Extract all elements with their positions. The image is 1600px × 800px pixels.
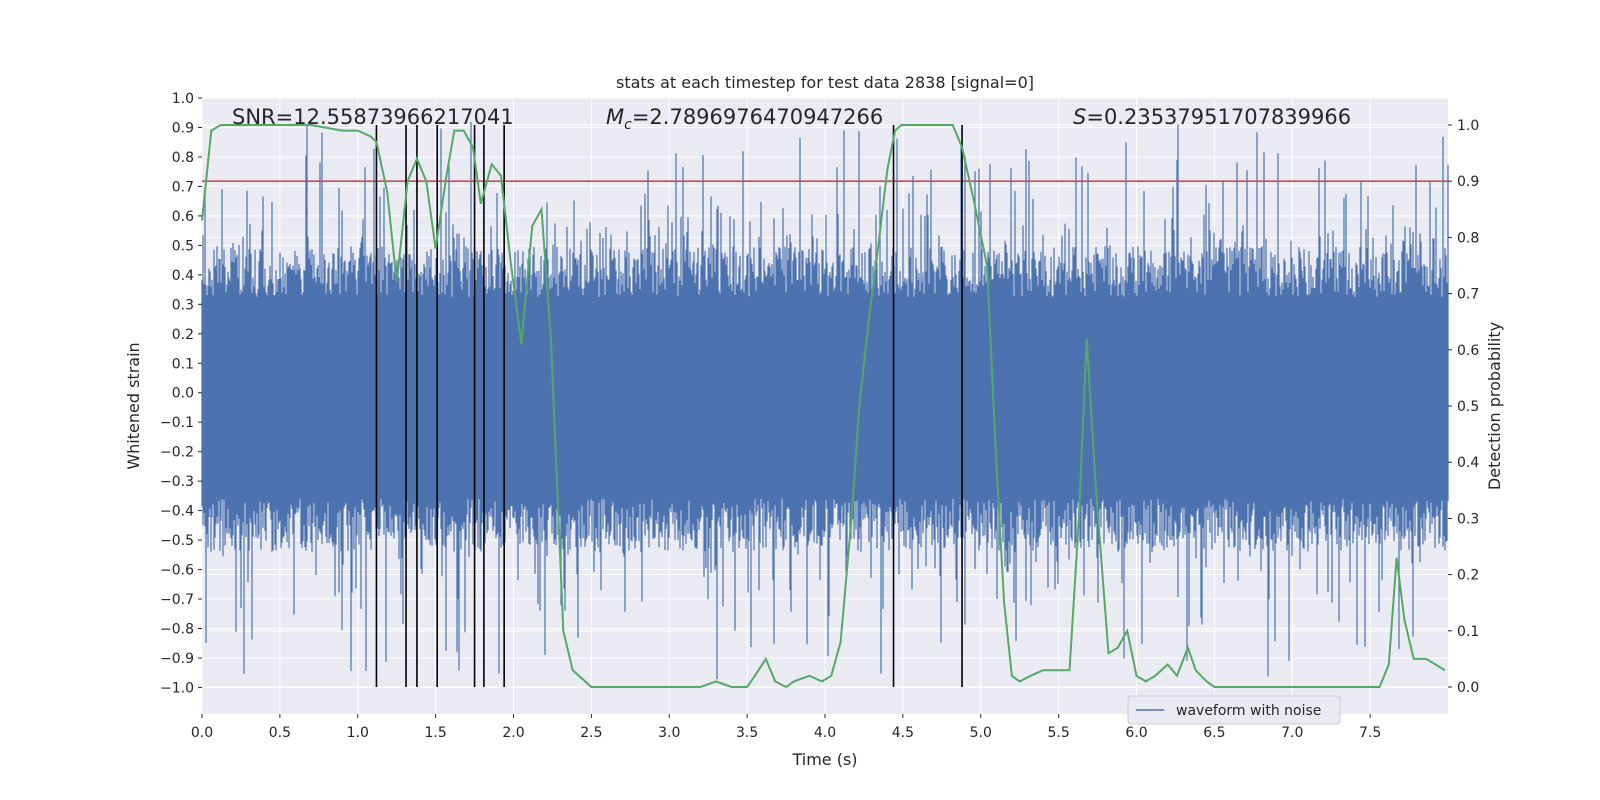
chirp-mass-annotation: Mc=2.7896976470947266 bbox=[606, 105, 883, 133]
x-tick-label: 5.5 bbox=[1047, 725, 1069, 741]
y-tick-label: 0.2 bbox=[172, 327, 194, 343]
y-tick-label: −0.2 bbox=[160, 445, 194, 461]
chart-title: stats at each timestep for test data 283… bbox=[616, 73, 1034, 92]
x-tick-label: 6.0 bbox=[1125, 725, 1147, 741]
y-tick-label: 0.8 bbox=[172, 150, 194, 166]
y-tick-label: 0.6 bbox=[172, 209, 194, 225]
x-tick-label: 4.5 bbox=[892, 725, 914, 741]
s-annotation: S=0.23537951707839966 bbox=[1073, 105, 1351, 129]
x-tick-label: 2.5 bbox=[580, 725, 602, 741]
y-tick-label: −0.4 bbox=[160, 504, 194, 520]
y-tick-label: 0.0 bbox=[172, 386, 194, 402]
x-tick-label: 2.0 bbox=[502, 725, 524, 741]
y2-tick-label: 0.9 bbox=[1457, 174, 1479, 190]
y-tick-label: 1.0 bbox=[172, 91, 194, 107]
y-tick-label: 0.9 bbox=[172, 120, 194, 136]
x-tick-label: 0.0 bbox=[191, 725, 213, 741]
x-tick-label: 3.0 bbox=[658, 725, 680, 741]
y-tick-label: −1.0 bbox=[160, 680, 194, 696]
y-tick-label: −0.9 bbox=[160, 651, 194, 667]
x-tick-label: 1.5 bbox=[424, 725, 446, 741]
y2-tick-label: 0.7 bbox=[1457, 287, 1479, 303]
y-tick-label: −0.1 bbox=[160, 415, 194, 431]
y2-tick-label: 0.8 bbox=[1457, 230, 1479, 246]
y2-tick-label: 0.1 bbox=[1457, 624, 1479, 640]
y2-tick-label: 0.0 bbox=[1457, 680, 1479, 696]
y2-axis-label: Detection probability bbox=[1485, 322, 1504, 490]
chirp-mass-subscript: c bbox=[624, 117, 632, 133]
tick-labels: 0.0 0.5 1.0 1.5 2.0 2.5 3.0 3.5 4.0 4.5 5.0 5.5 6.0 6… bbox=[160, 91, 1479, 741]
legend-box bbox=[1127, 695, 1341, 725]
y2-tick-label: 0.6 bbox=[1457, 343, 1479, 359]
y-tick-label: −0.7 bbox=[160, 592, 194, 608]
y-tick-label: 0.4 bbox=[172, 268, 194, 284]
s-symbol: S bbox=[1073, 105, 1086, 129]
y-tick-label: −0.5 bbox=[160, 533, 194, 549]
y-tick-label: −0.8 bbox=[160, 622, 194, 638]
x-tick-label: 0.5 bbox=[269, 725, 291, 741]
snr-annotation: SNR=12.55873966217041 bbox=[232, 105, 514, 129]
x-tick-label: 3.5 bbox=[736, 725, 758, 741]
x-tick-label: 5.0 bbox=[970, 725, 992, 741]
vertical-markers bbox=[375, 124, 963, 688]
y-tick-label: 0.3 bbox=[172, 297, 194, 313]
detection-probability-line bbox=[201, 124, 1446, 689]
legend-label-waveform: waveform with noise bbox=[1176, 703, 1321, 719]
x-tick-label: 7.5 bbox=[1359, 725, 1381, 741]
y-tick-label: 0.5 bbox=[172, 238, 194, 254]
y2-tick-label: 0.4 bbox=[1457, 455, 1479, 471]
s-value: =0.23537951707839966 bbox=[1086, 105, 1351, 129]
y-tick-label: 0.1 bbox=[172, 356, 194, 372]
x-tick-label: 1.0 bbox=[347, 725, 369, 741]
y2-tick-label: 0.2 bbox=[1457, 568, 1479, 584]
chirp-mass-symbol: M bbox=[606, 105, 624, 129]
y-tick-label: −0.6 bbox=[160, 563, 194, 579]
chirp-mass-value: =2.7896976470947266 bbox=[632, 105, 883, 129]
x-tick-label: 4.0 bbox=[814, 725, 836, 741]
x-tick-label: 6.5 bbox=[1203, 725, 1225, 741]
y-tick-label: −0.3 bbox=[160, 474, 194, 490]
legend: waveform with noise bbox=[1127, 695, 1341, 725]
y2-tick-label: 0.5 bbox=[1457, 399, 1479, 415]
y-tick-label: 0.7 bbox=[172, 179, 194, 195]
x-tick-label: 7.0 bbox=[1281, 725, 1303, 741]
y2-tick-label: 0.3 bbox=[1457, 511, 1479, 527]
y2-tick-label: 1.0 bbox=[1457, 118, 1479, 134]
y-axis-label: Whitened strain bbox=[124, 342, 143, 469]
x-axis-label: Time (s) bbox=[791, 750, 857, 769]
